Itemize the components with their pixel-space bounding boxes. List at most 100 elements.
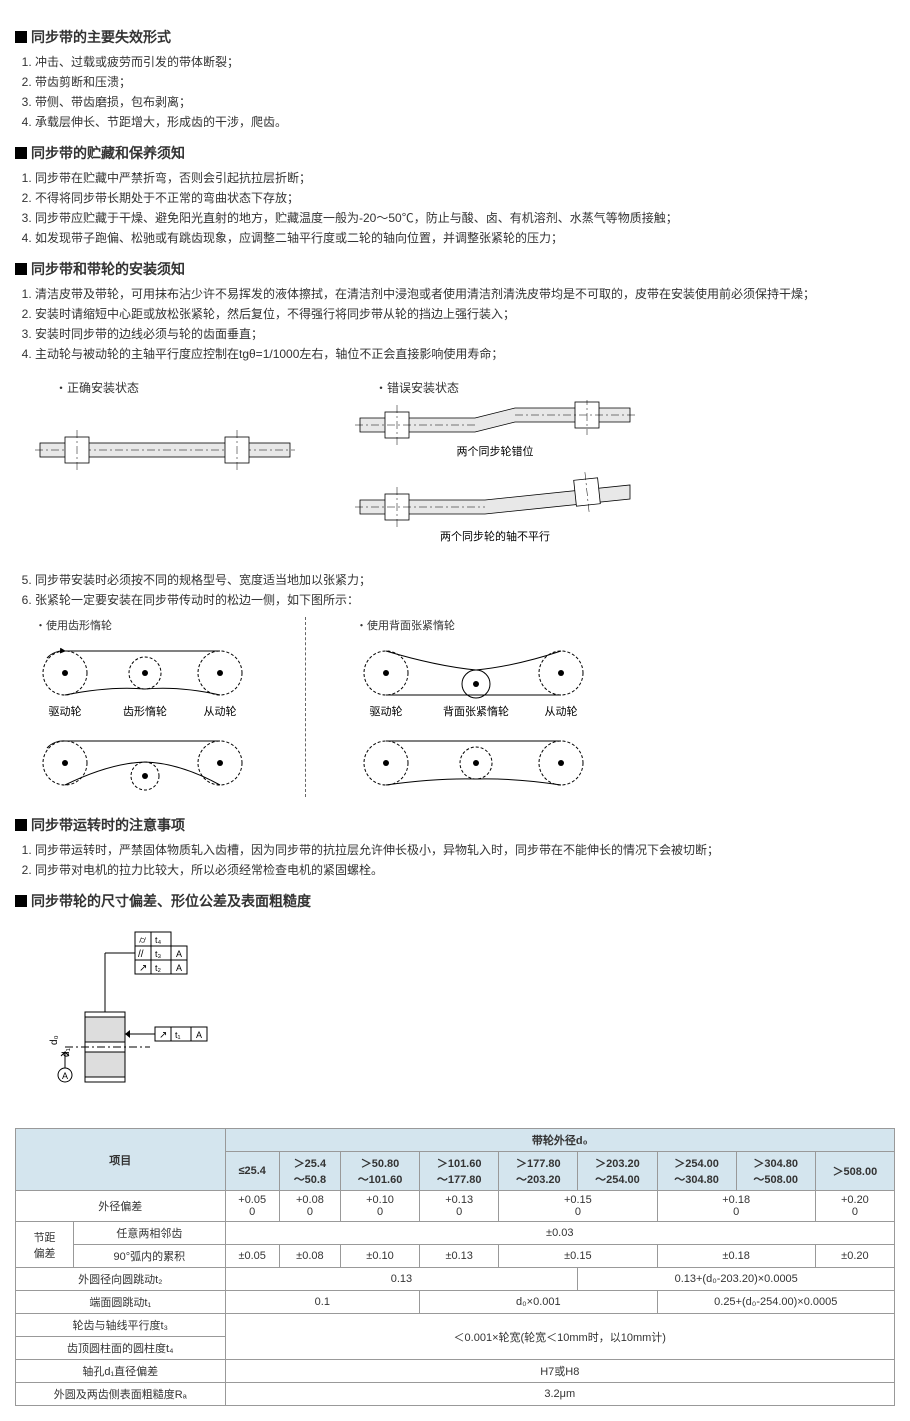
install-diagram-row: ・正确安装状态 ・错误安装状态 两个同步轮错位 (35, 371, 895, 563)
list-item: 安装时请缩短中心距或放松张紧轮，然后复位，不得强行将同步带从轮的挡边上强行装入； (35, 305, 895, 323)
list-item: 同步带安装时必须按不同的规格型号、宽度适当地加以张紧力； (35, 571, 895, 589)
svg-text:t₄: t₄ (155, 935, 162, 945)
list-item: 主动轮与被动轮的主轴平行度应控制在tgθ=1/1000左右，轴位不正会直接影响使… (35, 345, 895, 363)
th-range: ＞254.00～304.80 (657, 1152, 736, 1191)
cell: ±0.20 (815, 1245, 894, 1268)
svg-text:↗: ↗ (159, 1030, 167, 1041)
th-range: ＞101.60～177.80 (420, 1152, 499, 1191)
list-item: 清洁皮带及带轮，可用抹布沾少许不易挥发的液体擦拭，在清洁剂中浸泡或者使用清洁剂清… (35, 285, 895, 303)
list-item: 张紧轮一定要安装在同步带传动时的松边一侧，如下图所示： (35, 591, 895, 609)
list-item: 同步带运转时，严禁固体物质轧入齿槽，因为同步带的抗拉层允许伸长极小，异物轧入时，… (35, 841, 895, 859)
idler-back-title: ・使用背面张紧惰轮 (356, 617, 455, 633)
th-range: ＞25.4～50.8 (279, 1152, 340, 1191)
svg-text:驱动轮: 驱动轮 (49, 704, 82, 718)
svg-text:d₀: d₀ (49, 1035, 60, 1045)
section-install: 同步带和带轮的安装须知 清洁皮带及带轮，可用抹布沾少许不易挥发的液体擦拭，在清洁… (15, 259, 895, 803)
svg-text:A: A (176, 949, 182, 959)
list-item: 带侧、带齿磨损，包布剥离； (35, 93, 895, 111)
row-pitch-adj: 任意两相邻齿 (74, 1222, 225, 1245)
cell: 0.13 (225, 1268, 578, 1291)
section-failure: 同步带的主要失效形式 冲击、过载或疲劳而引发的带体断裂； 带齿剪断和压溃； 带侧… (15, 27, 895, 131)
cell: +0.130 (420, 1191, 499, 1222)
list-failure: 冲击、过载或疲劳而引发的带体断裂； 带齿剪断和压溃； 带侧、带齿磨损，包布剥离；… (15, 53, 895, 131)
wrong-belt-svg: 两个同步轮错位 两个同步轮的轴不平行 (355, 400, 635, 560)
svg-text:t₃: t₃ (155, 949, 162, 959)
wrong-label: ・错误安装状态 (375, 379, 635, 396)
cell: 0.25+(d₀-254.00)×0.0005 (657, 1291, 894, 1314)
list-item: 不得将同步带长期处于不正常的弯曲状态下存放； (35, 189, 895, 207)
svg-text:齿形惰轮: 齿形惰轮 (123, 704, 167, 718)
th-range: ＞50.80～101.60 (340, 1152, 419, 1191)
wrong-install-col: ・错误安装状态 两个同步轮错位 两个同步轮的轴不平行 (355, 371, 635, 563)
list-item: 同步带应贮藏于干燥、避免阳光直射的地方，贮藏温度一般为-20～50℃，防止与酸、… (35, 209, 895, 227)
svg-text:从动轮: 从动轮 (204, 704, 237, 718)
gd-sketch-svg: ⌭ t₄ // t₃ A ↗ t₂ A ↗ t₁ A d₀ d₁ A (35, 927, 215, 1107)
cell: ±0.03 (225, 1222, 894, 1245)
cell: ±0.18 (657, 1245, 815, 1268)
row-roughness: 外圆及两齿侧表面粗糙度Rₐ (16, 1383, 226, 1406)
th-diameter: 带轮外径d₀ (225, 1129, 894, 1152)
svg-text://: // (138, 949, 144, 960)
cell: +0.050 (225, 1191, 279, 1222)
cell: +0.150 (499, 1191, 657, 1222)
th-range: ≤25.4 (225, 1152, 279, 1191)
list-item: 带齿剪断和压溃； (35, 73, 895, 91)
svg-text:d₁: d₁ (61, 1047, 72, 1057)
cell: 3.2μm (225, 1383, 894, 1406)
list-item: 同步带对电机的拉力比较大，所以必须经常检查电机的紧固螺栓。 (35, 861, 895, 879)
row-face-runout: 端面圆跳动t₁ (16, 1291, 226, 1314)
row-bore: 轴孔d₁直径偏差 (16, 1360, 226, 1383)
row-pitch-90: 90°弧内的累积 (74, 1245, 225, 1268)
row-rad-runout: 外圆径向圆跳动t₂ (16, 1268, 226, 1291)
cell: ±0.15 (499, 1245, 657, 1268)
title-storage: 同步带的贮藏和保养须知 (15, 143, 895, 163)
wrong-cap2: 两个同步轮的轴不平行 (440, 529, 550, 543)
correct-install-col: ・正确安装状态 (35, 371, 295, 563)
cell: ±0.10 (340, 1245, 419, 1268)
list-storage: 同步带在贮藏中严禁折弯，否则会引起抗拉层折断； 不得将同步带长期处于不正常的弯曲… (15, 169, 895, 247)
list-install-b: 同步带安装时必须按不同的规格型号、宽度适当地加以张紧力； 张紧轮一定要安装在同步… (15, 571, 895, 609)
list-item: 承载层伸长、节距增大，形成齿的干涉，爬齿。 (35, 113, 895, 131)
cell: H7或H8 (225, 1360, 894, 1383)
correct-belt-svg (35, 425, 295, 475)
row-cyl: 齿顶圆柱面的圆柱度t₄ (16, 1337, 226, 1360)
list-item: 安装时同步带的边线必须与轮的齿面垂直； (35, 325, 895, 343)
cell: +0.100 (340, 1191, 419, 1222)
svg-text:背面张紧惰轮: 背面张紧惰轮 (443, 704, 509, 718)
section-tolerance: 同步带轮的尺寸偏差、形位公差及表面粗糙度 ⌭ t₄ // t₃ A ↗ t₂ A… (15, 891, 895, 1406)
section-runtime: 同步带运转时的注意事项 同步带运转时，严禁固体物质轧入齿槽，因为同步带的抗拉层允… (15, 815, 895, 879)
list-item: 冲击、过载或疲劳而引发的带体断裂； (35, 53, 895, 71)
section-storage: 同步带的贮藏和保养须知 同步带在贮藏中严禁折弯，否则会引起抗拉层折断； 不得将同… (15, 143, 895, 247)
divider (305, 617, 306, 797)
row-pitch: 节距偏差 (16, 1222, 74, 1268)
cell: +0.200 (815, 1191, 894, 1222)
svg-text:t₁: t₁ (175, 1030, 181, 1040)
tolerance-table: 项目 带轮外径d₀ ≤25.4 ＞25.4～50.8 ＞50.80～101.60… (15, 1128, 895, 1406)
th-project: 项目 (16, 1129, 226, 1191)
idler-gear-svg: 驱动轮 齿形惰轮 从动轮 (35, 633, 255, 803)
cell: ±0.13 (420, 1245, 499, 1268)
cell: ＜0.001×轮宽(轮宽＜10mm时，以10mm计) (225, 1314, 894, 1360)
cell: 0.1 (225, 1291, 420, 1314)
cell: 0.13+(d₀-203.20)×0.0005 (578, 1268, 895, 1291)
th-range: ＞508.00 (815, 1152, 894, 1191)
correct-label: ・正确安装状态 (55, 379, 295, 396)
idler-diagram-row: ・使用齿形惰轮 驱动轮 齿形惰轮 从动轮 (35, 617, 895, 803)
cell: +0.080 (279, 1191, 340, 1222)
cell: ±0.08 (279, 1245, 340, 1268)
title-install: 同步带和带轮的安装须知 (15, 259, 895, 279)
idler-gear-title: ・使用齿形惰轮 (35, 617, 112, 633)
svg-text:A: A (176, 963, 182, 973)
svg-text:↗: ↗ (139, 963, 147, 974)
list-install-a: 清洁皮带及带轮，可用抹布沾少许不易挥发的液体擦拭，在清洁剂中浸泡或者使用清洁剂清… (15, 285, 895, 363)
th-range: ＞177.80～203.20 (499, 1152, 578, 1191)
cell: ±0.05 (225, 1245, 279, 1268)
svg-text:t₂: t₂ (155, 963, 162, 973)
idler-back-col: ・使用背面张紧惰轮 驱动轮 背面张紧惰轮 从动轮 (356, 617, 596, 803)
idler-back-svg: 驱动轮 背面张紧惰轮 从动轮 (356, 633, 596, 803)
svg-text:⌭: ⌭ (139, 935, 147, 946)
cell: +0.180 (657, 1191, 815, 1222)
list-runtime: 同步带运转时，严禁固体物质轧入齿槽，因为同步带的抗拉层允许伸长极小，异物轧入时，… (15, 841, 895, 879)
title-tolerance: 同步带轮的尺寸偏差、形位公差及表面粗糙度 (15, 891, 895, 911)
title-failure: 同步带的主要失效形式 (15, 27, 895, 47)
